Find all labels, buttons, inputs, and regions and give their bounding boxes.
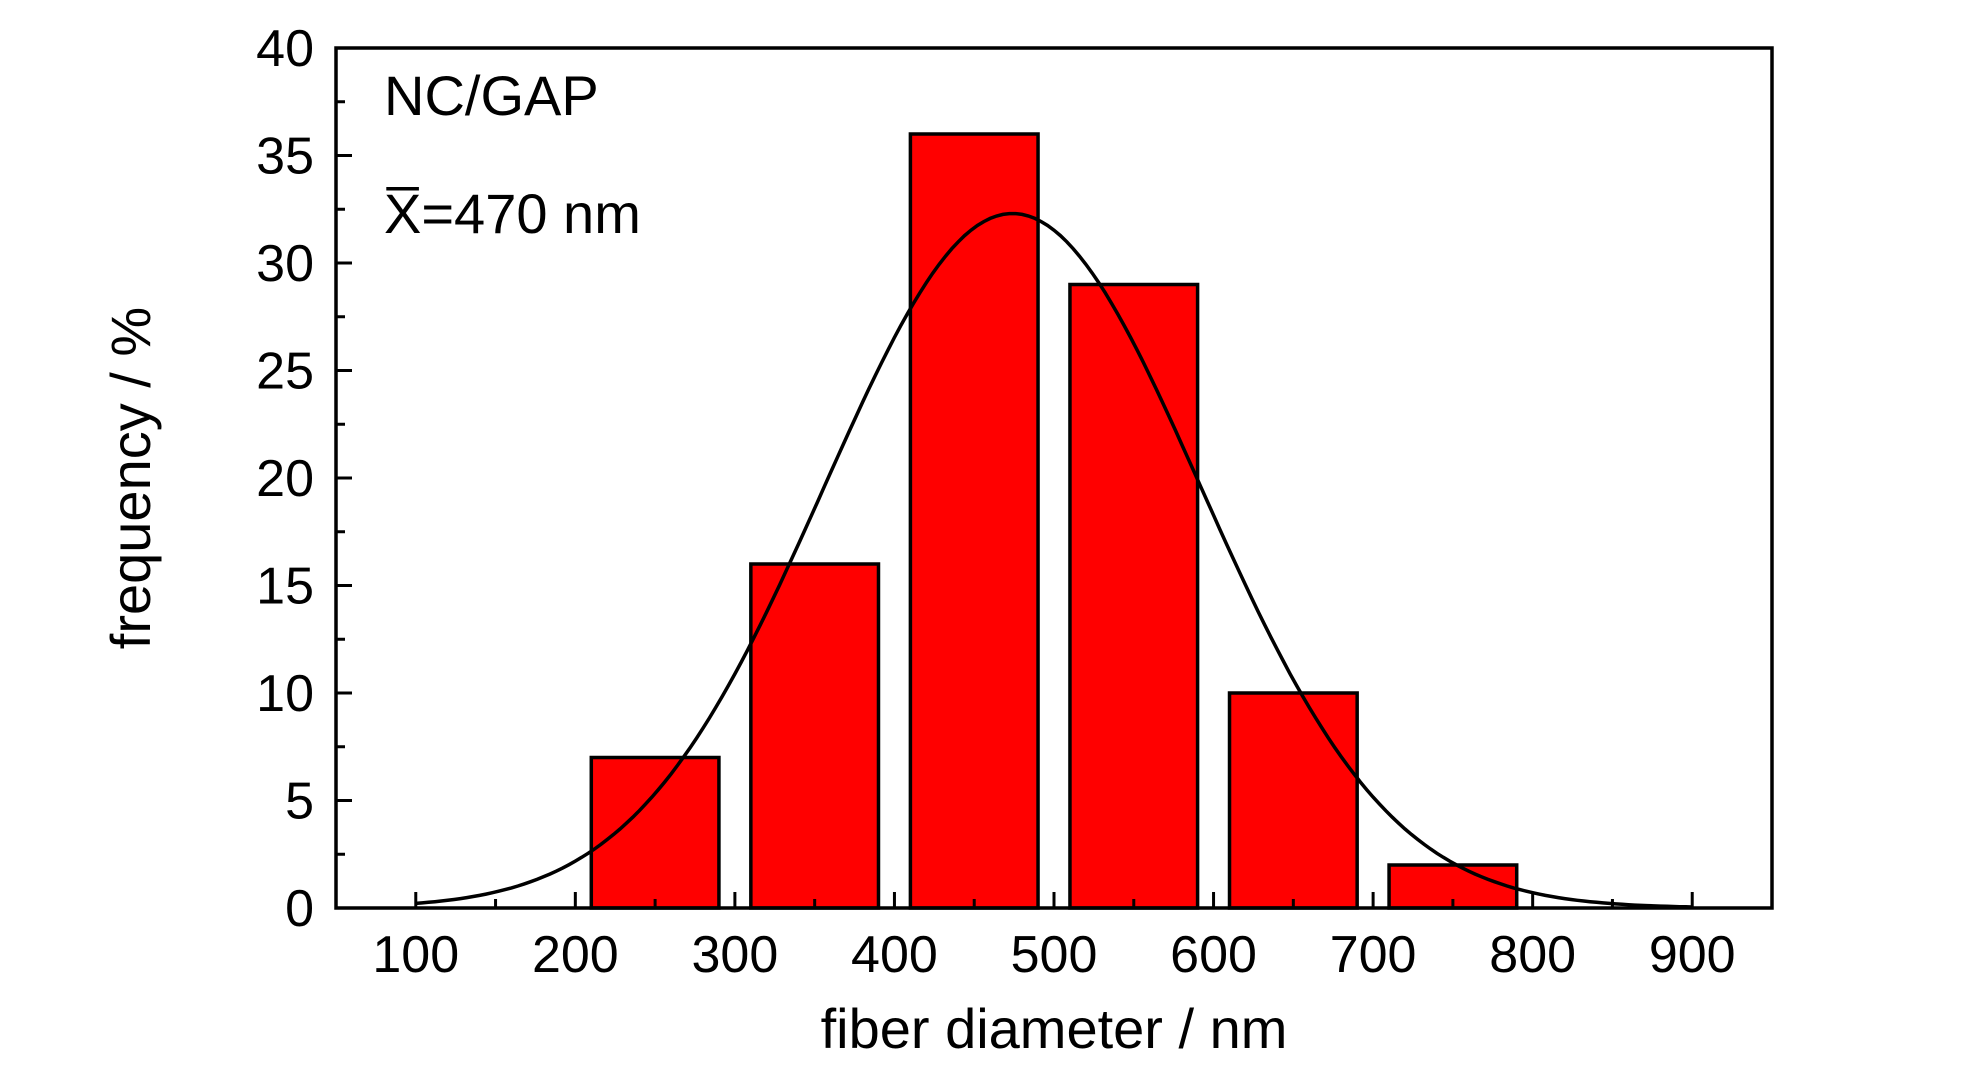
- bar-1: [589, 755, 721, 910]
- y-tick-label: 20: [256, 450, 314, 508]
- bar-4: [1068, 282, 1200, 910]
- y-tick-label: 15: [256, 558, 314, 616]
- x-tick-label: 300: [692, 926, 779, 984]
- y-tick-label: 25: [256, 343, 314, 401]
- x-tick-label: 700: [1330, 926, 1417, 984]
- x-tick-label: 100: [372, 926, 459, 984]
- y-tick-label: 0: [285, 880, 314, 938]
- y-tick-label: 35: [256, 128, 314, 186]
- mean-diameter-label: X̅=470 nm: [384, 182, 641, 245]
- y-tick-label: 10: [256, 665, 314, 723]
- x-tick-label: 900: [1649, 926, 1736, 984]
- x-tick-label: 600: [1170, 926, 1257, 984]
- x-axis-ticks: 100 200 300 400 500 600 700 800 900: [372, 892, 1736, 984]
- x-tick-label: 400: [851, 926, 938, 984]
- gaussian-fit-curve: [415, 211, 1693, 909]
- y-axis-label: frequency / %: [99, 307, 162, 649]
- x-tick-label: 500: [1011, 926, 1098, 984]
- x-tick-label: 200: [532, 926, 619, 984]
- bar-3: [908, 132, 1040, 910]
- bar-5: [1227, 691, 1359, 910]
- y-tick-label: 40: [256, 20, 314, 78]
- bars-group: [589, 132, 1519, 910]
- bar-2: [749, 562, 881, 910]
- x-axis-label: fiber diameter / nm: [821, 997, 1288, 1060]
- y-tick-label: 5: [285, 773, 314, 831]
- plot-frame: [334, 46, 1774, 910]
- x-tick-label: 800: [1489, 926, 1576, 984]
- y-tick-label: 30: [256, 235, 314, 293]
- sample-label: NC/GAP: [384, 64, 599, 127]
- y-axis-ticks: 0 5 10 15 20 25 30 35 40: [256, 20, 352, 938]
